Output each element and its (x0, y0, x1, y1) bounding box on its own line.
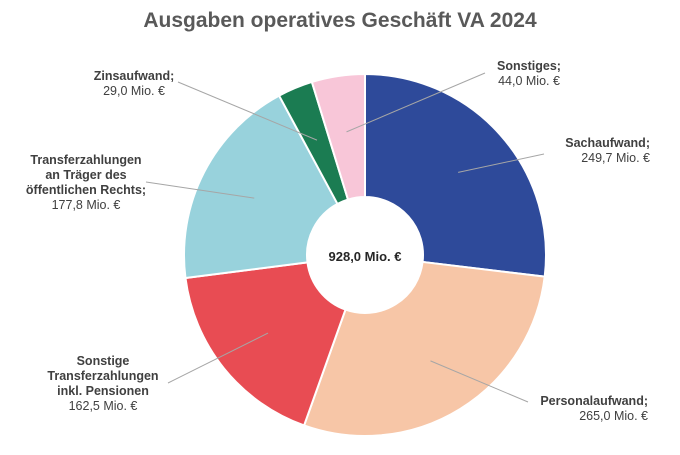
leader-zinsaufwand (177, 81, 318, 141)
leader-sachaufwand (458, 153, 545, 173)
chart-title: Ausgaben operatives Geschäft VA 2024 (143, 9, 537, 32)
leader-transferzahlungen-an-traeger-des-oeffentlichen-rechts (145, 181, 255, 199)
slice-transferzahlungen-an-traeger-des-oeffentlichen-rechts (183, 94, 339, 280)
label-sonstiges: Sonstiges; 44,0 Mio. € (497, 59, 561, 88)
leader-lines-group (145, 72, 545, 403)
labels-group: Sachaufwand; 249,7 Mio. € Personalaufwand;… (26, 59, 650, 423)
slice-personalaufwand (302, 260, 546, 437)
slices-group (183, 72, 547, 437)
label-sonstige-transferzahlungen-inkl-pensionen: Sonstige Transferzahlungen inkl. Pensionen… (47, 354, 158, 413)
label-sachaufwand: Sachaufwand; 249,7 Mio. € (565, 136, 650, 165)
label-transferzahlungen-an-traeger-des-oeffentlichen-rechts: Transferzahlungen an Träger des öffentlich… (26, 153, 146, 212)
leader-sonstiges (346, 72, 486, 133)
slice-sachaufwand (364, 72, 547, 278)
leader-sonstige-transferzahlungen-inkl-pensionen (167, 332, 269, 384)
slice-sonstige-transferzahlungen-inkl-pensionen (184, 261, 347, 427)
label-personalaufwand: Personalaufwand; 265,0 Mio. € (540, 394, 648, 423)
slice-sonstiges (310, 72, 366, 201)
leader-personalaufwand (430, 360, 529, 403)
center-total-label: 928,0 Mio. € (329, 249, 402, 264)
label-zinsaufwand: Zinsaufwand; 29,0 Mio. € (94, 69, 175, 98)
